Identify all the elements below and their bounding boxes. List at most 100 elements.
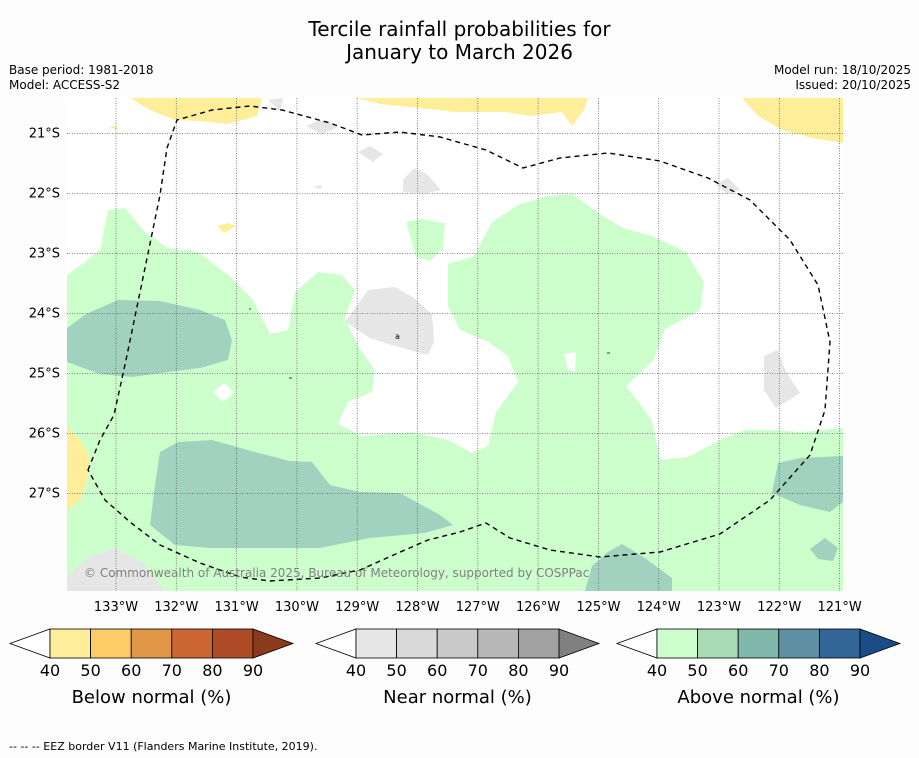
legend-swatch [49, 628, 91, 659]
model-run: Model run: 18/10/2025 [773, 63, 911, 77]
model-name: Model: ACCESS-S2 [9, 78, 121, 92]
lat-tick-label: 27°S [29, 487, 60, 502]
legend-tick-label: 40 [40, 661, 60, 680]
legend-tick-label: 60 [121, 661, 141, 680]
legend-swatch [130, 628, 173, 659]
near-normal-region-southwest [67, 548, 165, 591]
below-normal-region-dot [109, 126, 117, 130]
legend-arrow-high [558, 628, 601, 659]
legend-tick-label: 70 [769, 661, 789, 680]
legend-tick-label: 90 [549, 661, 569, 680]
above-normal-region-west [67, 300, 232, 377]
legend-swatch [90, 628, 132, 659]
map-title: Tercile rainfall probabilities for Janua… [0, 18, 919, 64]
lon-tick-label: 125°W [576, 600, 620, 615]
legend-arrow-low [8, 628, 51, 659]
lon-tick-label: 133°W [94, 600, 138, 615]
above-normal-island [406, 219, 445, 261]
meta-left: Base period: 1981-2018 Model: ACCESS-S2 [9, 63, 154, 93]
near-normal-region-small-6 [313, 185, 322, 189]
legend-tick-label: 40 [647, 661, 667, 680]
above-normal-region-south [150, 440, 453, 548]
near-normal-region-east [764, 350, 800, 408]
white-hole-2 [564, 352, 576, 372]
lat-tick-label: 26°S [29, 427, 60, 442]
legend-arrow-low [615, 628, 658, 659]
title-line-1: Tercile rainfall probabilities for [308, 17, 611, 41]
legend-swatch [211, 628, 254, 659]
lon-tick-label: 124°W [637, 600, 681, 615]
legend-swatch [697, 628, 739, 659]
legend-tick-label: 70 [468, 661, 488, 680]
legend-swatch [171, 628, 213, 659]
legend-swatch [355, 628, 397, 659]
eez-footnote: -- -- -- EEZ border V11 (Flanders Marine… [9, 740, 318, 753]
legend-tick-label: 70 [162, 661, 182, 680]
lat-tick-label: 22°S [29, 187, 60, 202]
lat-tick-label: 25°S [29, 367, 60, 382]
legend-swatch [518, 628, 560, 659]
lon-tick-label: 122°W [757, 600, 801, 615]
eez-border [87, 105, 831, 582]
map-panel: a © Commonwealth of Australia 2025, Bure… [67, 98, 843, 591]
lon-tick-label: 130°W [275, 600, 319, 615]
below-normal-region-west [67, 426, 90, 510]
below-normal-region-northeast [742, 98, 843, 143]
longitude-labels: 133°W 132°W 131°W 130°W 129°W 128°W 127°W 126°W… [94, 600, 862, 615]
legend-title: Near normal (%) [383, 687, 532, 708]
legend-arrow-high [252, 628, 295, 659]
legend-title: Above normal (%) [677, 687, 839, 708]
legend-tick-label: 50 [80, 661, 100, 680]
lon-tick-label: 123°W [697, 600, 741, 615]
legend-tick-label: 90 [243, 661, 263, 680]
legend-swatch [778, 628, 820, 659]
lon-tick-label: 131°W [215, 600, 259, 615]
legend-tick-label: 50 [687, 661, 707, 680]
legend-swatch [737, 628, 780, 659]
title-line-2: January to March 2026 [346, 40, 573, 64]
legend-arrow-low [314, 628, 357, 659]
legend-colorbar: 40 50 60 70 80 90 Above normal (%) [615, 628, 902, 708]
near-normal-region-small-3 [306, 120, 338, 134]
lon-tick-label: 128°W [395, 600, 439, 615]
lon-tick-label: 127°W [456, 600, 500, 615]
legend-arrow-high [859, 628, 902, 659]
lat-tick-label: 24°S [29, 307, 60, 322]
legend-title: Below normal (%) [72, 687, 232, 708]
legend-tick-label: 40 [346, 661, 366, 680]
near-normal-region-small-1 [403, 168, 441, 194]
lat-tick-label: 23°S [29, 247, 60, 262]
lon-tick-label: 132°W [154, 600, 198, 615]
legend-tick-label: 80 [508, 661, 528, 680]
near-normal-region-small-4 [268, 98, 283, 111]
above-normal-region-southeast [810, 538, 838, 561]
base-period: Base period: 1981-2018 [9, 63, 154, 77]
below-normal-region-small [217, 223, 236, 233]
legend-swatch [656, 628, 698, 659]
legend-tick-label: 60 [427, 661, 447, 680]
legend-tick-label: 60 [728, 661, 748, 680]
near-normal-region-small-5 [716, 178, 740, 194]
lon-tick-label: 126°W [516, 600, 560, 615]
legends: 40 50 60 70 80 90 Below normal (%) 40 50 60 70 80 90… [8, 628, 902, 708]
legend-swatch [819, 628, 861, 659]
small-label: a [395, 332, 400, 341]
lon-tick-label: 129°W [335, 600, 379, 615]
near-normal-region-small-2 [358, 146, 383, 162]
below-normal-region-north-2 [356, 98, 588, 126]
legend-colorbar: 40 50 60 70 80 90 Below normal (%) [8, 628, 295, 708]
lat-tick-label: 21°S [29, 127, 60, 142]
below-normal-region-north-1 [130, 98, 262, 124]
near-normal-region-center [345, 287, 434, 355]
lon-tick-label: 121°W [818, 600, 862, 615]
graticule [67, 98, 843, 591]
legend-swatch [477, 628, 519, 659]
above-normal-region-east [772, 456, 843, 512]
meta-right: Model run: 18/10/2025 Issued: 20/10/2025 [774, 63, 911, 93]
legend-tick-label: 80 [809, 661, 829, 680]
legend-colorbar: 40 50 60 70 80 90 Near normal (%) [314, 628, 601, 708]
small-contour-mark [249, 308, 610, 379]
copyright-text: © Commonwealth of Australia 2025, Bureau… [84, 566, 589, 580]
latitude-labels: 21°S 22°S 23°S 24°S 25°S 26°S 27°S [29, 127, 60, 502]
